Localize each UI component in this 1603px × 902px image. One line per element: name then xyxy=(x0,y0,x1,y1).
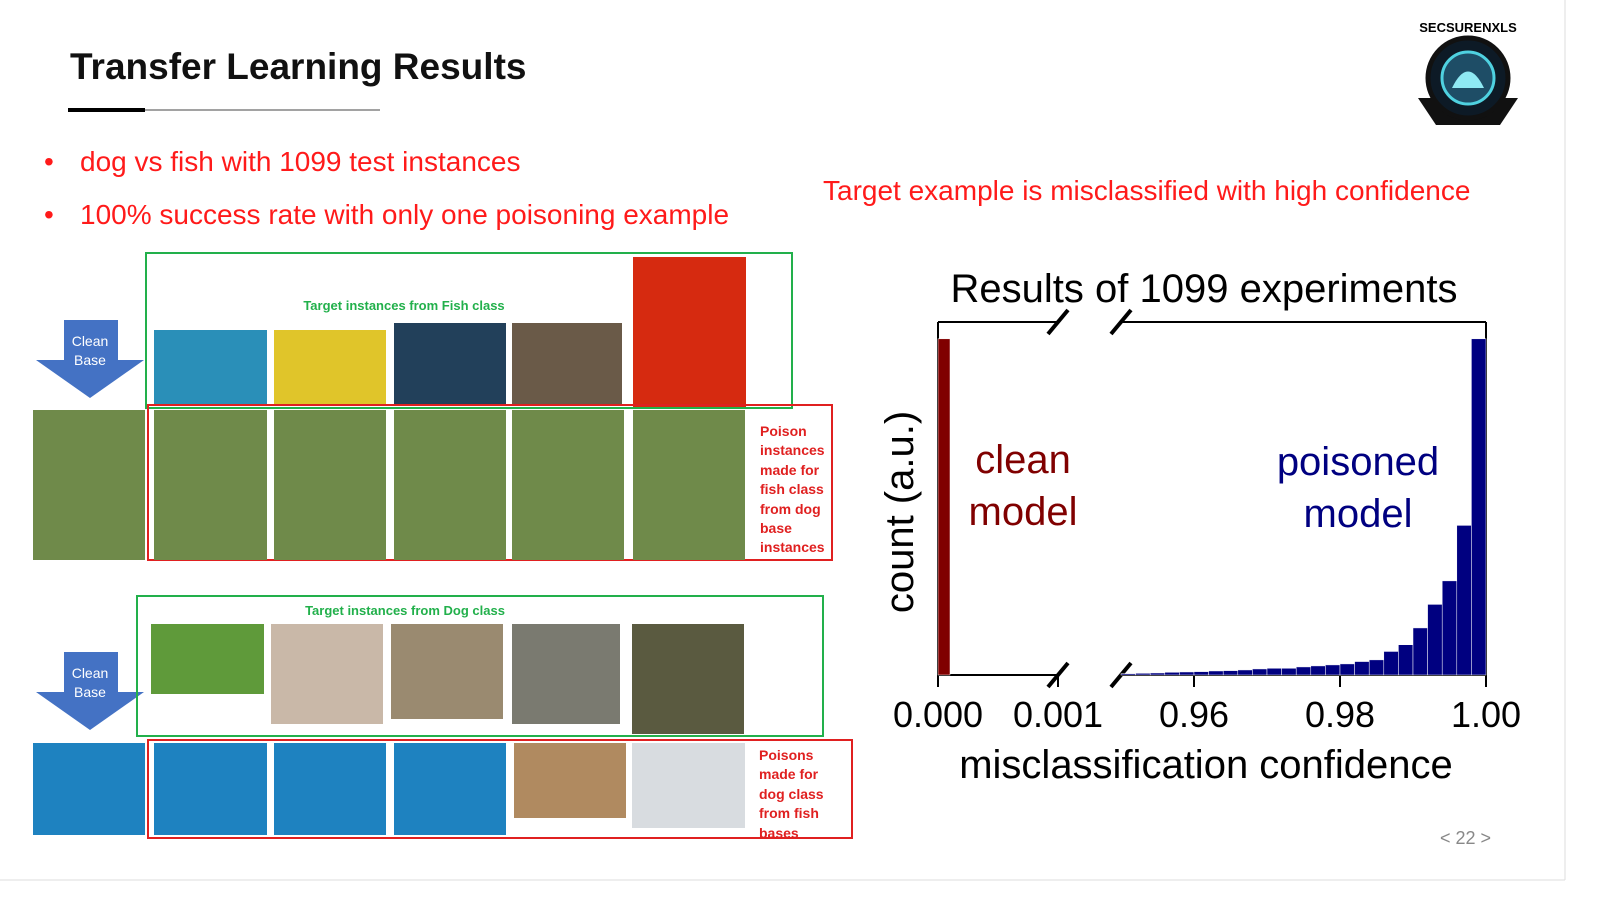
target-label: Target instances from Dog class xyxy=(305,603,505,618)
photo xyxy=(512,624,620,724)
legend-label: poisoned model xyxy=(1276,440,1440,536)
photo xyxy=(394,743,506,835)
photo xyxy=(274,410,386,560)
photo xyxy=(394,323,506,405)
bar xyxy=(937,338,951,676)
bar xyxy=(1252,668,1268,676)
logo-text: SECSURENXLS xyxy=(1419,20,1517,35)
bar xyxy=(1266,668,1282,676)
poison-label: Poisons made for dog class from fish bas… xyxy=(759,747,824,841)
bar xyxy=(1310,665,1326,676)
bar xyxy=(1368,659,1385,676)
x-axis-label: misclassification confidence xyxy=(959,743,1453,787)
x-tick-label: 0.001 xyxy=(1013,694,1103,735)
bullet: dog vs fish with 1099 test instances xyxy=(80,146,521,177)
slide-title: Transfer Learning Results xyxy=(70,46,527,87)
target-label: Target instances from Fish class xyxy=(303,298,505,313)
bullet: 100% success rate with only one poisonin… xyxy=(80,199,730,230)
x-tick-label: 1.00 xyxy=(1451,694,1521,735)
photo xyxy=(512,323,622,405)
axis-break xyxy=(1109,308,1133,336)
bar xyxy=(1281,668,1297,676)
bullet-marker: • xyxy=(44,146,54,177)
photo xyxy=(391,624,503,719)
bar xyxy=(1120,673,1136,676)
photo xyxy=(632,624,744,734)
photo xyxy=(512,410,624,560)
photo xyxy=(633,410,745,560)
photo xyxy=(394,410,506,560)
photo xyxy=(514,743,626,818)
bar xyxy=(1222,670,1239,676)
bar xyxy=(1398,644,1414,676)
bar xyxy=(1237,669,1253,676)
logo: SECSURENXLS xyxy=(1418,20,1518,125)
bar xyxy=(1456,525,1472,676)
bar xyxy=(1354,661,1370,676)
x-tick-label: 0.96 xyxy=(1159,694,1229,735)
bar xyxy=(1164,672,1180,676)
x-tick-label: 0.98 xyxy=(1305,694,1375,735)
bar xyxy=(1135,673,1151,676)
photo xyxy=(154,743,267,835)
photo xyxy=(151,624,264,694)
legend-label: clean model xyxy=(968,438,1078,534)
bar xyxy=(1412,627,1428,676)
bar xyxy=(1441,580,1458,676)
chart: 0.000 0.001 0.96 0.98 1.00 Results of 1099 ex… xyxy=(878,267,1521,787)
photo xyxy=(274,743,386,835)
axis-break xyxy=(1046,308,1070,336)
figure-bottom xyxy=(33,595,853,839)
photo xyxy=(632,743,745,828)
figure-top xyxy=(33,252,833,561)
bar xyxy=(1208,670,1224,676)
arrow-label: Clean Base xyxy=(71,333,109,368)
bar xyxy=(1325,664,1341,676)
bar xyxy=(1179,671,1195,676)
photo xyxy=(154,410,267,560)
bar xyxy=(1427,604,1443,676)
x-tick-label: 0.000 xyxy=(893,694,983,735)
photo xyxy=(33,410,145,560)
bar xyxy=(1339,663,1355,676)
bar xyxy=(1295,666,1312,676)
bullet-marker: • xyxy=(44,199,54,230)
bar xyxy=(1471,338,1487,676)
bar xyxy=(1193,671,1209,676)
photo xyxy=(633,257,746,407)
poison-label: Poison instances made for fish class fro… xyxy=(760,423,825,556)
photo xyxy=(33,743,145,835)
page-number: < 22 > xyxy=(1440,828,1492,848)
arrow-label: Clean Base xyxy=(71,665,109,700)
photo xyxy=(274,330,386,405)
caption: Target example is misclassified with hig… xyxy=(823,175,1471,206)
chart-title: Results of 1099 experiments xyxy=(951,267,1458,311)
bar xyxy=(1383,651,1399,676)
y-axis-label: count (a.u.) xyxy=(878,411,922,613)
photo xyxy=(154,330,267,405)
bar xyxy=(1149,672,1166,676)
photo xyxy=(271,624,383,724)
